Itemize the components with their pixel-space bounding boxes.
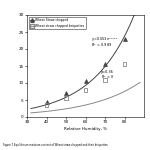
Text: $R^2$ = 0.989: $R^2$ = 0.989	[91, 42, 113, 49]
Legend: Wheat Straw chopped, Wheat straw chopped briquettes: Wheat Straw chopped, Wheat straw chopped…	[28, 16, 86, 29]
Text: $R^2$ = 0: $R^2$ = 0	[101, 73, 115, 81]
Point	[84, 89, 87, 91]
Point	[65, 92, 67, 94]
Point	[104, 63, 106, 66]
Point	[104, 78, 106, 81]
Text: y=0.36: y=0.36	[101, 70, 114, 74]
Text: y=0.553$e^{0.047x}$: y=0.553$e^{0.047x}$	[91, 35, 119, 44]
X-axis label: Relative Humidity, %: Relative Humidity, %	[64, 127, 107, 130]
Text: Figure.7 Equilibrium moisture content of Wheat straw chopped and their briquette: Figure.7 Equilibrium moisture content of…	[3, 143, 108, 147]
Point	[45, 100, 48, 103]
Point	[84, 80, 87, 83]
Point	[65, 97, 67, 99]
Point	[45, 104, 48, 106]
Point	[123, 63, 126, 66]
Point	[123, 38, 126, 40]
